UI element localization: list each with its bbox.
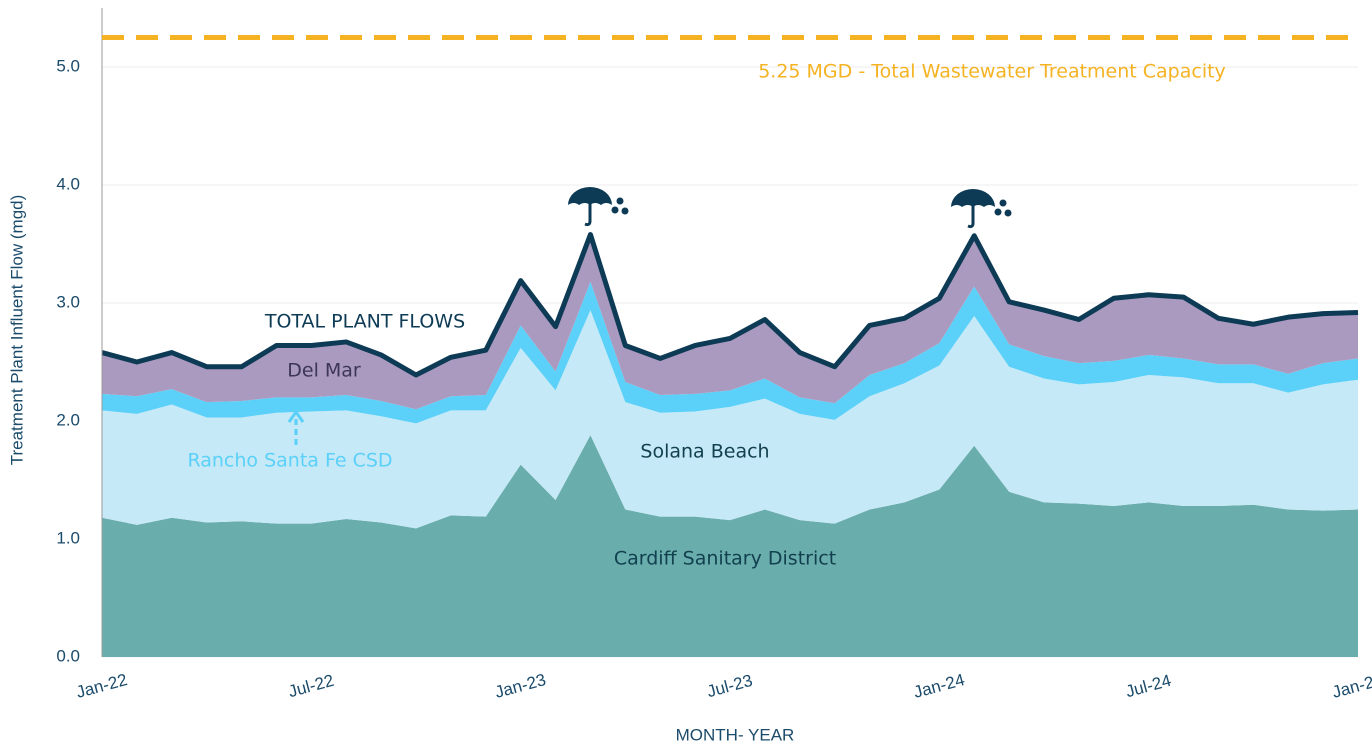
x-tick-label: Jan-23 [493, 670, 548, 702]
y-tick-label: 5.0 [56, 56, 80, 75]
x-axis-title: MONTH- YEAR [676, 725, 795, 744]
capacity-label: 5.25 MGD - Total Wastewater Treatment Ca… [758, 61, 1226, 83]
y-tick-label: 0.0 [56, 646, 80, 665]
x-tick-label: Jan-24 [912, 670, 967, 702]
y-tick-label: 4.0 [56, 174, 80, 193]
y-tick-label: 3.0 [56, 292, 80, 311]
area [102, 234, 1358, 410]
x-tick-label: Jul-24 [1124, 671, 1174, 701]
x-tick-label: Jan-25 [1330, 670, 1372, 702]
x-tick-label: Jul-23 [705, 671, 755, 701]
rain-icon [568, 187, 629, 227]
y-axis-title: Treatment Plant Influent Flow (mgd) [7, 195, 26, 466]
x-tick-label: Jul-22 [286, 671, 336, 701]
y-tick-label: 2.0 [56, 410, 80, 429]
series-label: Rancho Santa Fe CSD [187, 450, 392, 472]
total-line [101, 232, 1359, 378]
rain-icon [951, 189, 1012, 229]
rancho-arrow [287, 409, 305, 445]
plot-area [101, 8, 1359, 658]
series-label: Del Mar [287, 360, 361, 382]
series-label: Cardiff Sanitary District [614, 548, 836, 570]
area [102, 281, 1358, 424]
series-label: Solana Beach [640, 441, 769, 463]
area [102, 310, 1358, 529]
total-label: TOTAL PLANT FLOWS [264, 311, 465, 333]
area [102, 435, 1358, 657]
x-tick-label: Jan-22 [74, 670, 129, 702]
y-tick-label: 1.0 [56, 528, 80, 547]
